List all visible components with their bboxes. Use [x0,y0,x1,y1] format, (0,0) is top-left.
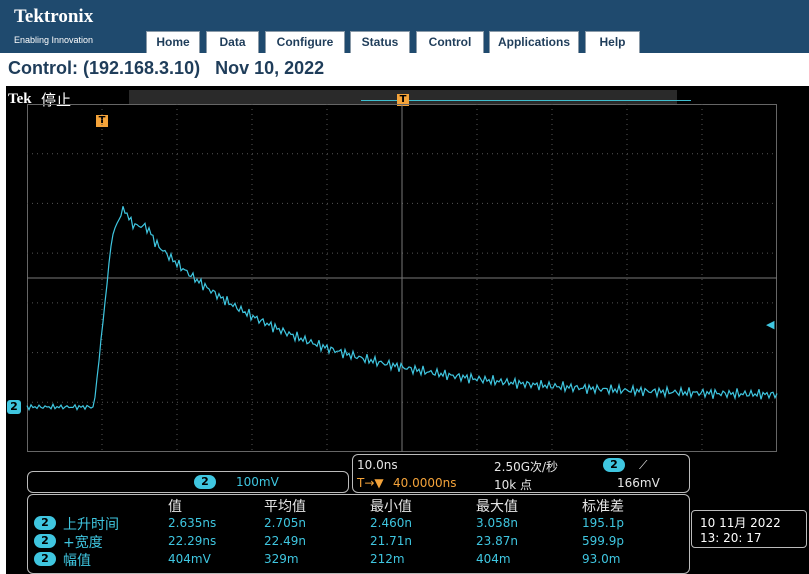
measurement-value: 404mV [168,552,211,566]
trigger-position-marker-top[interactable]: T [397,94,409,106]
measurement-channel-badge: 2 [34,516,56,530]
measurement-header-max: 最大值 [476,499,518,515]
measurement-std: 93.0m [582,552,621,566]
trigger-position-prefix: T→▼ [357,476,384,490]
measurement-value: 2.635ns [168,516,217,530]
trigger-position-marker[interactable]: T [96,115,108,127]
top-banner: Tektronix Enabling Innovation Home Data … [0,0,809,53]
tab-applications[interactable]: Applications [489,31,579,53]
measurement-name-rise-time: 上升时间 [63,517,119,533]
waveform-display [26,104,778,452]
tek-brand: Tek [8,91,32,107]
tab-configure[interactable]: Configure [265,31,345,53]
tektronix-logo: Tektronix [14,6,94,27]
measurement-name-amplitude: 幅值 [63,553,91,569]
measurement-mean: 329m [264,552,299,566]
trigger-source-badge: 2 [603,458,625,472]
trigger-level-arrow[interactable]: ◀ [766,318,775,331]
channel-2-ground-marker[interactable]: 2 [7,400,21,414]
record-length: 10k 点 [494,478,533,492]
measurement-min: 2.460n [370,516,412,530]
measurement-min: 212m [370,552,405,566]
tab-data[interactable]: Data [206,31,259,53]
horizontal-trigger-readout[interactable]: 10.0ns 2.50G次/秒 2 ⟋ T→▼ 40.0000ns 10k 点 … [352,454,690,493]
measurement-header-value: 值 [168,499,182,515]
measurement-header-mean: 平均值 [264,499,306,515]
timebase: 10.0ns [357,458,398,472]
measurement-name-positive-width: +宽度 [63,535,103,551]
measurement-table[interactable]: 值 平均值 最小值 最大值 标准差 2 上升时间 2.635ns 2.705n … [27,494,690,574]
measurement-std: 599.9p [582,534,624,548]
vertical-scale: 100mV [236,475,279,489]
measurement-min: 21.71n [370,534,412,548]
measurement-header-std: 标准差 [582,499,624,515]
measurement-max: 23.87n [476,534,518,548]
trigger-slope-icon: ⟋ [639,458,648,472]
tab-control[interactable]: Control [416,31,484,53]
record-window-indicator [361,100,691,101]
measurement-mean: 2.705n [264,516,306,530]
tab-home[interactable]: Home [146,31,200,53]
sample-rate: 2.50G次/秒 [494,460,559,474]
measurement-header-min: 最小值 [370,499,412,515]
measurement-std: 195.1p [582,516,624,530]
time: 13: 20: 17 [700,531,762,545]
measurement-channel-badge: 2 [34,534,56,548]
channel-2-trace [26,206,778,412]
tab-status[interactable]: Status [350,31,410,53]
channel-scale-readout[interactable]: 2 100mV [27,471,349,493]
trigger-level: 166mV [617,476,660,490]
measurement-channel-badge: 2 [34,552,56,566]
tab-help[interactable]: Help [585,31,640,53]
channel-2-badge: 2 [194,475,216,489]
measurement-max: 404m [476,552,511,566]
date: 10 11月 2022 [700,516,781,530]
date-time-display: 10 11月 2022 13: 20: 17 [691,510,807,548]
measurement-max: 3.058n [476,516,518,530]
trigger-position: 40.0000ns [393,476,457,490]
measurement-value: 22.29ns [168,534,217,548]
tagline: Enabling Innovation [14,35,94,45]
measurement-mean: 22.49n [264,534,306,548]
scope-screen: Tek 停止 T T 2 ◀ 2 100mV 10.0ns 2.50G次/秒 2… [6,86,809,574]
page-title: Control: (192.168.3.10) Nov 10, 2022 [8,58,325,78]
